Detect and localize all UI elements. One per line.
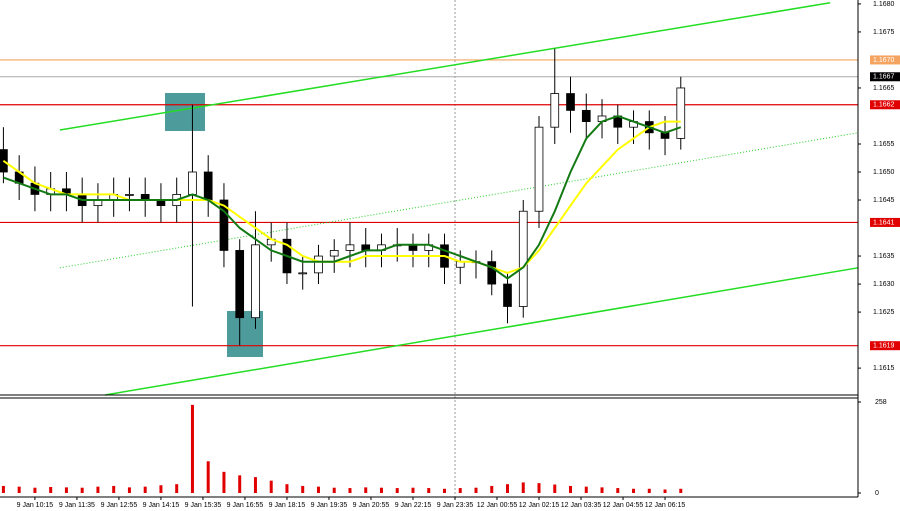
x-tick-label: 12 Jan 00:55 xyxy=(477,502,518,509)
candle-body xyxy=(219,199,229,251)
x-tick-label: 12 Jan 04:55 xyxy=(603,502,644,509)
candle-body xyxy=(676,87,686,139)
candle-body xyxy=(534,126,544,212)
candle-body xyxy=(251,244,260,319)
candle-body xyxy=(345,244,355,251)
x-tick-label: 9 Jan 20:55 xyxy=(353,502,390,509)
volume-tick-label: 0 xyxy=(875,490,879,497)
x-tick-label: 12 Jan 03:35 xyxy=(561,502,602,509)
level-label-box xyxy=(870,55,900,65)
y-tick-label: 1.1665 xyxy=(873,85,895,92)
volume-tick-label: 258 xyxy=(875,399,887,406)
level-label-box xyxy=(870,217,900,227)
trendline xyxy=(59,2,831,131)
candle-body xyxy=(125,194,134,196)
x-tick-label: 9 Jan 19:35 xyxy=(311,502,348,509)
x-tick-label: 9 Jan 14:15 xyxy=(143,502,180,509)
candle-body xyxy=(203,171,213,201)
candle-body xyxy=(298,272,308,275)
y-tick-label: 1.1675 xyxy=(873,29,895,36)
x-tick-label: 9 Jan 11:35 xyxy=(59,502,95,509)
moving-average xyxy=(3,114,682,280)
candle-body xyxy=(314,255,323,274)
x-tick-label: 9 Jan 23:35 xyxy=(437,502,474,509)
level-label: 1.1641 xyxy=(873,219,895,226)
candle-body xyxy=(503,283,512,307)
y-tick-label: 1.1655 xyxy=(873,141,895,148)
level-label-box xyxy=(870,100,900,110)
x-tick-label: 12 Jan 02:15 xyxy=(519,502,560,509)
moving-average xyxy=(2,120,681,274)
plot-layer xyxy=(0,2,859,493)
y-tick-label: 1.1645 xyxy=(873,197,895,204)
candle-body xyxy=(566,93,575,111)
level-label: 1.1662 xyxy=(873,102,895,109)
x-tick-label: 12 Jan 06:15 xyxy=(645,502,686,509)
candle-body xyxy=(487,261,497,285)
candle-body xyxy=(235,250,245,319)
y-tick-label: 1.1680 xyxy=(873,1,895,8)
y-tick-label: 1.1625 xyxy=(873,309,895,316)
x-tick-label: 9 Jan 15:35 xyxy=(185,502,222,509)
candle-body xyxy=(550,93,560,128)
candle-body xyxy=(329,250,339,257)
y-tick-label: 1.1630 xyxy=(873,281,895,288)
x-tick-label: 9 Jan 12:55 xyxy=(101,502,138,509)
x-tick-label: 9 Jan 16:55 xyxy=(227,502,264,509)
x-tick-label: 9 Jan 22:15 xyxy=(395,502,432,509)
candle-body xyxy=(188,171,197,195)
y-tick-label: 1.1650 xyxy=(873,169,895,176)
candle-body xyxy=(518,210,528,307)
level-label-box xyxy=(870,341,900,351)
level-label: 1.1619 xyxy=(873,343,895,350)
last-price-box xyxy=(870,72,900,82)
x-tick-label: 9 Jan 10:15 xyxy=(17,502,54,509)
y-tick-label: 1.1615 xyxy=(873,365,895,372)
level-label: 1.1670 xyxy=(873,57,895,64)
x-tick-label: 9 Jan 18:15 xyxy=(269,502,306,509)
last-price-label: 1.1667 xyxy=(873,74,895,81)
highlight-box xyxy=(227,311,263,357)
trendline xyxy=(104,267,859,396)
y-tick-label: 1.1635 xyxy=(873,253,895,260)
candle-body xyxy=(581,109,591,122)
